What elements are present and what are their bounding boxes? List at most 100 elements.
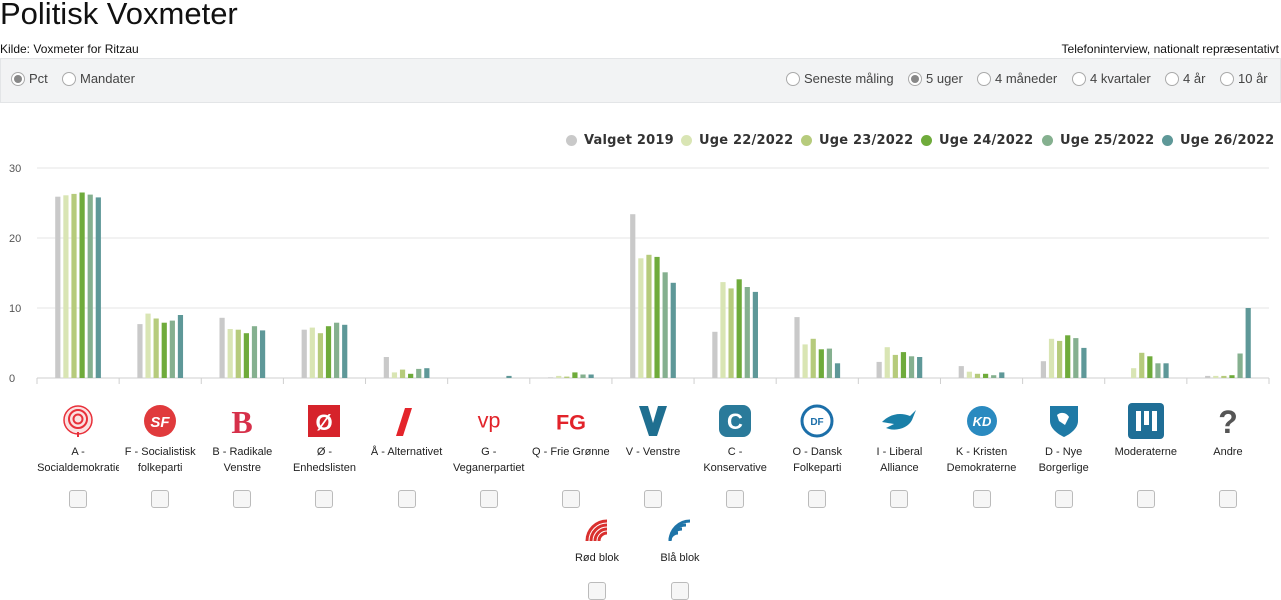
legend-uge-26[interactable]: Uge 26/2022: [1162, 133, 1274, 148]
legend-label: Uge 24/2022: [939, 133, 1034, 148]
party-option[interactable]: KD K - Kristen Demokraterne: [941, 402, 1023, 508]
radio-4-aar-dot[interactable]: [1165, 71, 1179, 86]
party-option[interactable]: B B - Radikale Venstre: [201, 402, 283, 508]
party-option[interactable]: FG Q - Frie Grønne: [530, 402, 612, 508]
party-checkbox[interactable]: [315, 490, 334, 508]
party-name: F - Socialistisk folkeparti: [119, 444, 201, 476]
svg-text:DF: DF: [811, 417, 824, 428]
party-name-line: Folkeparti: [793, 462, 842, 474]
bloc-blaa[interactable]: Blå blok: [639, 512, 721, 600]
legend-uge-23[interactable]: Uge 23/2022: [801, 133, 913, 148]
aa-logo-icon: [387, 402, 427, 440]
bar-A-4: [87, 194, 93, 378]
party-checkbox[interactable]: [69, 490, 88, 508]
bar-I-5: [917, 357, 923, 378]
bloc-label: Blå blok: [660, 552, 700, 564]
party-checkbox[interactable]: [1054, 490, 1073, 508]
party-checkbox[interactable]: [808, 490, 827, 508]
party-option[interactable]: Å - Alternativet: [366, 402, 448, 508]
party-checkbox[interactable]: [233, 490, 252, 508]
bar-Ø-2: [317, 333, 324, 378]
bar-B-3: [243, 333, 249, 378]
radio-seneste-maaling[interactable]: Seneste måling: [786, 71, 894, 86]
bar-Ø-4: [334, 322, 340, 378]
bar-C-0: [712, 331, 718, 378]
radio-4-maaneder[interactable]: 4 måneder: [977, 71, 1057, 86]
party-name-line: D - Nye: [1045, 446, 1083, 458]
bar-O-3: [818, 349, 824, 378]
party-option[interactable]: I - Liberal Alliance: [858, 402, 940, 508]
radio-mandater[interactable]: Mandater: [62, 71, 135, 86]
radio-4-aar[interactable]: 4 år: [1165, 71, 1205, 86]
party-checkbox[interactable]: [561, 490, 580, 508]
radio-10-aar-dot[interactable]: [1220, 71, 1234, 86]
radio-5-uger[interactable]: 5 uger: [908, 71, 963, 86]
party-option[interactable]: C C - Konservative: [694, 402, 776, 508]
party-option[interactable]: V - Venstre: [612, 402, 694, 508]
bar-Ø-1: [309, 327, 315, 378]
party-option[interactable]: Ø Ø - Enhedslisten: [283, 402, 365, 508]
page-title: Politisk Voxmeter: [0, 0, 238, 31]
m-logo-icon: [1126, 402, 1166, 440]
bar-K-1: [966, 371, 972, 378]
party-checkbox[interactable]: [397, 490, 416, 508]
bar-O-5: [834, 363, 841, 378]
legend-swatch: [1042, 135, 1053, 146]
bar-K-5: [999, 372, 1005, 378]
party-option[interactable]: D - Nye Borgerlige: [1023, 402, 1105, 508]
radio-5-uger-dot[interactable]: [908, 71, 922, 86]
legend-uge-25[interactable]: Uge 25/2022: [1042, 133, 1154, 148]
bloc-blaa-checkbox[interactable]: [671, 582, 689, 600]
party-checkbox[interactable]: [1136, 490, 1155, 508]
bloc-roed-checkbox[interactable]: [588, 582, 606, 600]
party-checkbox[interactable]: [726, 490, 745, 508]
party-checkbox[interactable]: [890, 490, 909, 508]
party-name-line: Andre: [1213, 446, 1243, 458]
party-name-line: O - Dansk: [792, 446, 843, 458]
radio-mandater-dot[interactable]: [62, 71, 76, 86]
bar-D-5: [1081, 347, 1087, 378]
bloc-roed[interactable]: Rød blok: [556, 512, 638, 600]
legend-valget-2019[interactable]: Valget 2019: [566, 133, 674, 148]
bar-A-3: [79, 192, 85, 378]
bar-C-4: [744, 287, 750, 378]
party-name-line: B - Radikale: [212, 446, 273, 458]
party-option[interactable]: SF F - Socialistisk folkeparti: [119, 402, 201, 508]
radio-10-aar[interactable]: 10 år: [1220, 71, 1268, 86]
legend-uge-22[interactable]: Uge 22/2022: [681, 133, 793, 148]
party-name: G - Veganerpartiet: [448, 444, 530, 476]
radio-pct-dot[interactable]: [11, 71, 25, 86]
legend-uge-24[interactable]: Uge 24/2022: [921, 133, 1033, 148]
fg-logo-icon: FG: [551, 402, 591, 440]
bar-M-1: [1131, 368, 1137, 378]
party-checkbox[interactable]: [1218, 490, 1237, 508]
party-option[interactable]: A - Socialdemokratiet: [37, 402, 119, 508]
svg-text:?: ?: [1218, 404, 1238, 439]
bar-C-1: [720, 282, 726, 378]
party-name-line: C -: [727, 446, 743, 458]
party-name: Å - Alternativet: [366, 444, 448, 476]
y-tick-label: 20: [9, 233, 21, 245]
bar-Q-2: [564, 376, 570, 378]
bar-Ø-5: [342, 324, 348, 378]
bar-Andre-2: [1221, 375, 1227, 378]
rose-icon: [58, 402, 98, 440]
party-option[interactable]: ? Andre: [1187, 402, 1269, 508]
radio-5-uger-label: 5 uger: [926, 71, 963, 86]
party-checkbox[interactable]: [644, 490, 662, 508]
radio-4-kvartaler-dot[interactable]: [1072, 71, 1086, 86]
party-checkbox[interactable]: [151, 490, 170, 508]
party-name-line: Q - Frie Grønne: [532, 446, 610, 458]
radio-seneste-dot[interactable]: [786, 71, 800, 86]
radio-pct[interactable]: Pct: [11, 71, 48, 86]
party-option[interactable]: Moderaterne: [1105, 402, 1187, 508]
v-logo-icon: [633, 402, 673, 440]
question-icon: ?: [1208, 402, 1248, 440]
bar-I-1: [884, 347, 890, 378]
party-checkbox[interactable]: [479, 490, 498, 508]
radio-4-kvartaler[interactable]: 4 kvartaler: [1072, 71, 1151, 86]
party-checkbox[interactable]: [972, 490, 991, 508]
party-option[interactable]: vp G - Veganerpartiet: [448, 402, 530, 508]
party-option[interactable]: DF O - Dansk Folkeparti: [776, 402, 858, 508]
radio-4-maaneder-dot[interactable]: [977, 71, 991, 86]
